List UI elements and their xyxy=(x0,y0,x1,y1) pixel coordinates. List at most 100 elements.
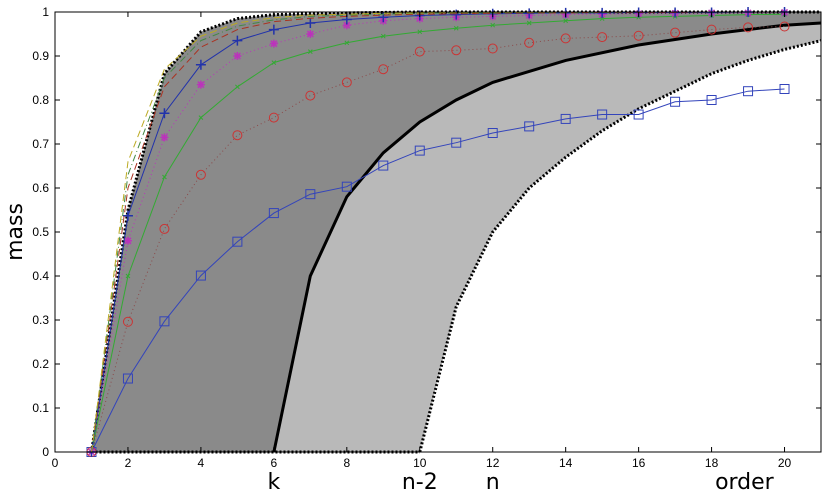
data-point xyxy=(451,137,462,148)
dark-edge-solid xyxy=(272,21,822,453)
y-tick-label: 0.6 xyxy=(32,181,49,195)
data-point xyxy=(378,160,389,171)
data-point xyxy=(633,30,644,41)
data-point xyxy=(232,35,243,46)
x-tick-label: 16 xyxy=(632,456,646,470)
y-tick-label: 0.1 xyxy=(32,401,49,415)
data-point xyxy=(417,29,423,35)
data-point xyxy=(378,64,389,75)
data-point xyxy=(524,121,535,132)
data-point xyxy=(560,33,571,44)
data-point xyxy=(122,316,133,327)
series-markers-1 xyxy=(86,21,790,457)
x-tick-label: 0 xyxy=(52,456,59,470)
data-point xyxy=(597,32,608,43)
x-marker-labels: k n-2 n order xyxy=(267,470,774,495)
data-point xyxy=(779,84,790,94)
data-point xyxy=(341,77,352,88)
data-point xyxy=(235,84,240,90)
data-point xyxy=(526,20,532,26)
data-point xyxy=(305,90,316,101)
tick-labels: 0 2 4 6 8 10 12 14 16 18 20 0 0.1 0.2 0.3 0.4 0.5 0.6 0.7 0… xyxy=(32,5,821,470)
light-edge-dotted xyxy=(418,39,822,453)
x-tick-label: 2 xyxy=(125,456,132,470)
series-line-2 xyxy=(91,13,785,453)
data-point xyxy=(305,18,316,28)
y-tick-label: 0.4 xyxy=(32,269,49,283)
data-point xyxy=(487,43,498,54)
data-point xyxy=(232,130,243,141)
x-tick-label: 10 xyxy=(413,456,427,470)
data-point xyxy=(162,174,167,180)
data-point xyxy=(380,33,386,39)
data-point xyxy=(779,21,790,32)
data-point xyxy=(341,181,352,192)
data-point xyxy=(269,39,278,48)
data-point xyxy=(123,236,132,245)
data-point xyxy=(268,208,279,219)
x-tick-label: 6 xyxy=(271,456,278,470)
y-tick-label: 0.7 xyxy=(32,137,49,151)
data-point xyxy=(597,109,608,120)
data-point xyxy=(125,273,131,279)
y-axis-label: mass xyxy=(3,203,28,261)
data-point xyxy=(306,30,315,38)
data-point xyxy=(198,115,204,120)
x-tick-label: 18 xyxy=(705,456,719,470)
data-point xyxy=(414,145,425,156)
data-point xyxy=(560,113,571,124)
y-tick-label: 0.2 xyxy=(32,357,49,371)
data-point xyxy=(451,45,462,56)
upper-bound-dotted xyxy=(90,10,821,453)
data-point xyxy=(599,16,605,21)
data-point xyxy=(122,373,133,384)
data-point xyxy=(122,210,133,221)
data-point xyxy=(743,86,754,97)
data-point xyxy=(490,22,496,28)
data-point xyxy=(159,108,170,119)
x-marker-label: n-2 xyxy=(402,470,438,495)
x-marker-label: order xyxy=(715,470,775,495)
data-point xyxy=(271,60,277,65)
data-point xyxy=(268,24,279,35)
series-line-5 xyxy=(91,11,785,453)
data-point xyxy=(633,109,644,120)
x-marker-label: k xyxy=(267,470,280,495)
shaded-regions xyxy=(90,10,822,454)
y-tick-label: 0.5 xyxy=(32,225,49,239)
data-point xyxy=(342,21,351,30)
data-point xyxy=(159,316,170,327)
data-point xyxy=(487,128,498,138)
y-tick-label: 0 xyxy=(42,445,49,459)
y-tick-label: 1 xyxy=(42,5,49,19)
data-point xyxy=(195,270,206,281)
data-point xyxy=(563,18,569,24)
x-tick-label: 4 xyxy=(198,456,205,470)
data-point xyxy=(344,40,350,46)
data-point xyxy=(160,133,169,142)
data-point xyxy=(451,9,462,20)
data-point xyxy=(414,46,425,57)
y-tick-label: 0.8 xyxy=(32,93,49,107)
y-tick-label: 0.9 xyxy=(32,49,49,63)
data-point xyxy=(706,24,717,35)
data-point xyxy=(706,95,717,105)
data-point xyxy=(453,25,459,31)
data-point xyxy=(307,49,313,54)
y-tick-label: 0.3 xyxy=(32,313,49,327)
data-point xyxy=(524,37,535,48)
x-tick-label: 12 xyxy=(486,456,500,470)
data-point xyxy=(743,22,754,33)
data-point xyxy=(233,52,242,60)
data-point xyxy=(159,223,170,234)
data-point xyxy=(232,236,243,247)
x-tick-label: 14 xyxy=(559,456,573,470)
series-line-0 xyxy=(91,88,785,453)
x-tick-label: 8 xyxy=(343,456,350,470)
x-tick-label: 20 xyxy=(778,456,792,470)
data-point xyxy=(195,59,206,70)
data-point xyxy=(196,80,205,89)
data-point xyxy=(195,169,206,180)
